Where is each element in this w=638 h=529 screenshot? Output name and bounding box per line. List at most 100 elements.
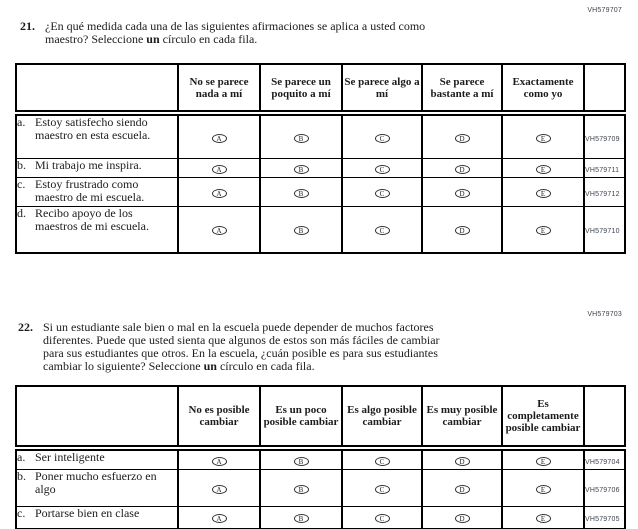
row-code-cell: VH579710 [583,205,626,254]
answer-bubble-a[interactable]: A [211,457,227,466]
answer-bubble-a[interactable]: A [211,164,227,174]
answer-bubble-b[interactable]: B [293,188,309,198]
statement-cell: c. Estoy frustrado como maestro de mi es… [15,176,179,207]
question-22-text: Si un estudiante sale bien o mal en la e… [43,321,440,373]
answer-bubble-c[interactable]: C [374,226,390,236]
question-22-number: 22. [18,320,33,334]
answer-bubble-b[interactable]: B [293,164,309,174]
answer-bubble-a[interactable]: A [211,133,227,143]
row-code-cell: VH579706 [583,469,626,507]
header-option-5: Es completamente posible cambiar [501,385,585,451]
option-cell: D [421,205,503,254]
option-cell: B [259,176,343,207]
row-statement: Recibo apoyo de los maestros de mi escue… [35,205,149,233]
option-cell: D [421,112,503,159]
answer-bubble-d[interactable]: D [454,133,470,143]
row-code: VH579710 [585,228,620,236]
answer-bubble-d[interactable]: D [454,457,470,466]
question-21-bold-word: un [146,32,160,46]
answer-bubble-a[interactable]: A [211,485,227,494]
option-cell: A [177,176,261,207]
answer-bubble-d[interactable]: D [454,514,470,524]
row-code: VH579704 [585,459,620,466]
answer-bubble-b[interactable]: B [293,457,309,466]
question-22-table: No es posible cambiar Es un poco posible… [15,385,626,529]
answer-bubble-c[interactable]: C [374,188,390,198]
answer-bubble-b[interactable]: B [293,514,309,524]
answer-bubble-c[interactable]: C [374,457,390,466]
option-cell: E [501,157,585,178]
answer-bubble-c[interactable]: C [374,164,390,174]
row-statement: Portarse bien en clase [35,506,140,520]
option-cell: E [501,112,585,159]
table-row: b. Mi trabajo me inspira. A B C D E VH57… [15,157,626,178]
answer-bubble-e[interactable]: E [535,133,551,143]
answer-bubble-e[interactable]: E [535,188,551,198]
answer-bubble-e[interactable]: E [535,164,551,174]
header-option-2: Se parece un poquito a mí [259,63,343,116]
option-cell: B [259,447,343,470]
header-option-4: Se parece bastante a mí [421,63,503,116]
answer-bubble-d[interactable]: D [454,188,470,198]
option-cell: C [341,469,423,507]
statement-cell: c. Portarse bien en clase [15,506,179,529]
answer-bubble-c[interactable]: C [374,485,390,494]
answer-bubble-b[interactable]: B [293,133,309,143]
option-cell: C [341,205,423,254]
option-cell: A [177,112,261,159]
row-letter: b. [17,157,26,172]
statement-cell: b. Poner mucho esfuerzo en algo [15,469,179,507]
row-letter: b. [17,469,26,483]
option-cell: B [259,157,343,178]
statement-cell: a. Estoy satisfecho siendo maestro en es… [15,112,179,159]
question-21-table-header: No se parece nada a mí Se parece un poqu… [15,63,626,116]
statement-cell: d. Recibo apoyo de los maestros de mi es… [15,205,179,254]
header-empty-code [583,63,626,116]
row-code: VH579712 [585,190,620,198]
answer-bubble-a[interactable]: A [211,188,227,198]
statement-cell: a. Ser inteligente [15,447,179,470]
header-empty-statement [15,385,179,451]
question-22-table-header: No es posible cambiar Es un poco posible… [15,385,626,451]
answer-bubble-e[interactable]: E [535,514,551,524]
answer-bubble-d[interactable]: D [454,226,470,236]
answer-bubble-d[interactable]: D [454,164,470,174]
answer-bubble-e[interactable]: E [535,485,551,494]
row-letter: a. [17,115,26,129]
answer-bubble-a[interactable]: A [211,514,227,524]
option-cell: E [501,447,585,470]
statement-cell: b. Mi trabajo me inspira. [15,157,179,178]
option-cell: A [177,469,261,507]
option-cell: B [259,112,343,159]
row-statement: Estoy satisfecho siendo maestro en esta … [35,115,151,142]
answer-bubble-b[interactable]: B [293,485,309,494]
answer-bubble-d[interactable]: D [454,485,470,494]
question-22-final-post: círculo en cada fila. [216,359,315,373]
answer-bubble-a[interactable]: A [211,226,227,236]
question-21-line-1: ¿En qué medida cada una de las siguiente… [45,19,426,33]
question-22-line-4: cambiar lo siguiente? Seleccione un círc… [43,360,440,373]
option-cell: B [259,469,343,507]
question-22-final-pre: cambiar lo siguiente? Seleccione [43,359,204,373]
question-21-accession-code: VH579707 [587,7,622,14]
row-letter: a. [17,450,26,464]
row-code: VH579711 [585,166,620,174]
row-code-cell: VH579711 [583,157,626,178]
header-option-1: No se parece nada a mí [177,63,261,116]
answer-bubble-b[interactable]: B [293,226,309,236]
answer-bubble-c[interactable]: C [374,514,390,524]
row-statement: Ser inteligente [35,450,105,464]
header-empty-code [583,385,626,451]
answer-bubble-c[interactable]: C [374,133,390,143]
option-cell: D [421,469,503,507]
option-cell: E [501,205,585,254]
header-option-2: Es un poco posible cambiar [259,385,343,451]
question-21: 21. ¿En qué medida cada una de las sigui… [20,20,425,46]
answer-bubble-e[interactable]: E [535,226,551,236]
answer-bubble-e[interactable]: E [535,457,551,466]
question-21-final-pre: maestro? Seleccione [45,32,147,46]
option-cell: A [177,447,261,470]
table-row: c. Portarse bien en clase A B C D E VH57… [15,506,626,529]
option-cell: D [421,447,503,470]
